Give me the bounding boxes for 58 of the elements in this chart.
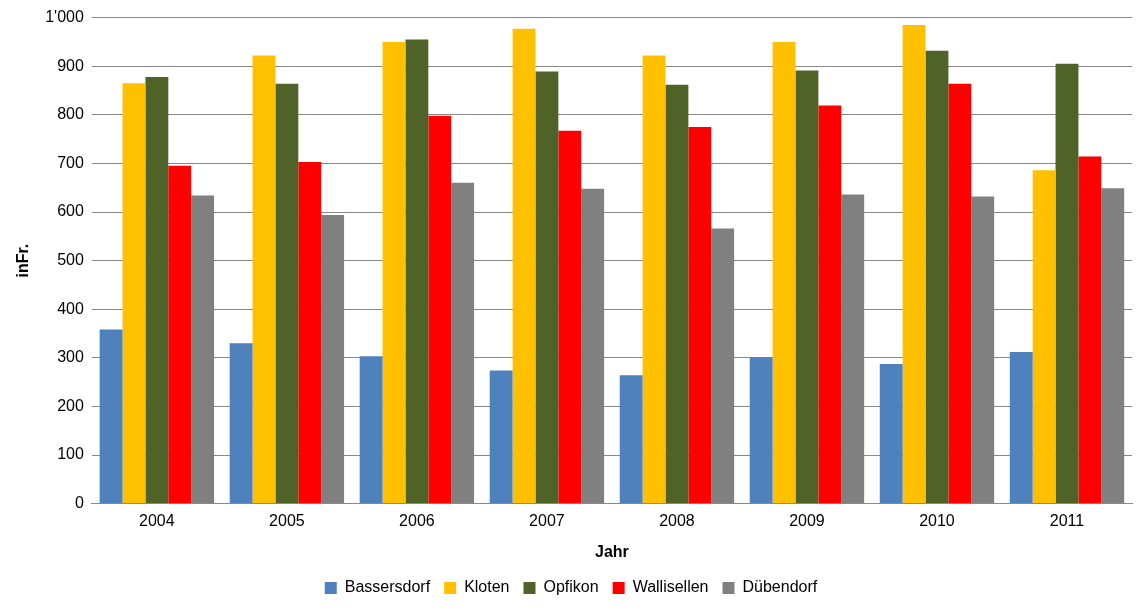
y-tick-label: 700	[57, 153, 84, 171]
legend-label: Kloten	[464, 578, 510, 596]
bar	[229, 343, 253, 504]
x-tick-label: 2008	[659, 511, 695, 529]
bar	[1032, 170, 1056, 504]
bar	[642, 55, 666, 504]
y-tick-label: 400	[57, 299, 84, 317]
bar	[688, 126, 712, 504]
bar	[428, 115, 452, 504]
y-tick-label: 200	[57, 396, 84, 414]
y-tick-label: 900	[57, 56, 84, 74]
y-tick-label: 300	[57, 348, 84, 366]
bar	[925, 50, 949, 504]
y-tick-label: 800	[57, 105, 84, 123]
bar	[99, 329, 123, 504]
bar	[665, 84, 689, 504]
bar	[168, 165, 192, 504]
bar	[818, 105, 842, 504]
bar	[879, 364, 903, 504]
legend-label: Bassersdorf	[344, 578, 431, 596]
y-tick-label: 0	[74, 494, 84, 512]
bar	[619, 375, 643, 504]
bar	[948, 83, 972, 504]
x-tick-label: 2005	[269, 511, 305, 529]
bar	[772, 41, 796, 504]
x-tick-label: 2004	[139, 511, 175, 529]
x-tick-label: 2009	[789, 511, 825, 529]
bar	[1078, 156, 1102, 504]
bar	[795, 70, 819, 504]
bar	[489, 370, 513, 504]
y-tick-label: 100	[57, 445, 84, 463]
legend-label: Dübendorf	[742, 578, 818, 596]
bar	[122, 83, 146, 504]
y-tick-label: 600	[57, 202, 84, 220]
bar	[382, 41, 406, 504]
bar	[512, 28, 536, 504]
x-tick-label: 2007	[529, 511, 565, 529]
bar	[1009, 351, 1033, 504]
x-tick-label: 2011	[1049, 511, 1085, 529]
bar	[359, 356, 383, 504]
bar	[252, 55, 276, 504]
bar	[902, 24, 926, 504]
bar	[1055, 63, 1079, 504]
bar	[275, 83, 299, 504]
bar	[298, 161, 322, 504]
bar	[749, 357, 773, 504]
y-axis-title: inFr.	[14, 243, 32, 278]
legend-label: Wallisellen	[632, 578, 709, 596]
bar	[405, 39, 429, 504]
bar	[535, 71, 559, 504]
x-tick-label: 2010	[919, 511, 955, 529]
x-tick-label: 2006	[399, 511, 435, 529]
legend-label: Opfikon	[543, 578, 599, 596]
bar	[145, 76, 169, 504]
bar	[558, 130, 582, 504]
x-axis-title: Jahr	[595, 542, 629, 560]
y-tick-label: 1'000	[45, 8, 84, 26]
y-tick-label: 500	[57, 251, 84, 269]
